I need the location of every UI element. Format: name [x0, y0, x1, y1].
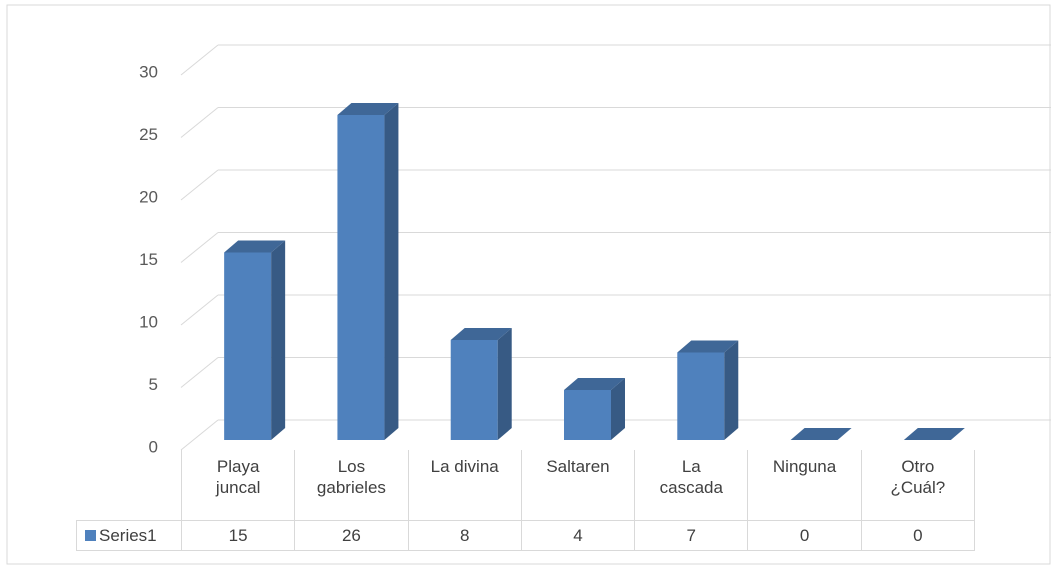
bar-front	[337, 115, 385, 440]
grid-line	[180, 107, 219, 138]
data-table-value: 0	[747, 520, 862, 551]
bar-top	[564, 378, 625, 390]
y-tick-label: 25	[139, 125, 158, 144]
legend-swatch	[85, 530, 96, 541]
bar-top	[337, 103, 399, 115]
legend-entry: Series1	[76, 520, 182, 551]
x-tick-label: La divina	[407, 450, 522, 521]
data-table-value: 26	[294, 520, 409, 551]
x-tick-label: Los gabrieles	[294, 450, 409, 521]
y-tick-label: 20	[139, 187, 158, 206]
grid-line	[180, 419, 219, 451]
bar	[564, 378, 625, 440]
data-table-value: 4	[520, 520, 636, 551]
x-tick-label: Playa juncal	[181, 450, 296, 521]
bar	[337, 103, 399, 440]
grid-line	[180, 44, 219, 76]
bar	[903, 428, 965, 440]
bar-front	[450, 340, 498, 440]
legend-label: Series1	[99, 526, 157, 545]
y-tick-label: 0	[149, 437, 158, 456]
data-table-value: 7	[634, 520, 749, 551]
y-tick-label: 5	[149, 375, 158, 394]
grid-line	[180, 232, 219, 263]
bar-top	[450, 328, 512, 340]
bar-front	[564, 390, 611, 440]
bar-top	[790, 428, 852, 440]
y-tick-label: 15	[139, 250, 158, 269]
grid-line	[180, 294, 219, 326]
y-tick-label: 30	[139, 62, 158, 81]
bar	[677, 340, 739, 440]
x-tick-label: Ninguna	[747, 450, 862, 521]
grid-line	[180, 169, 219, 201]
y-tick-label: 10	[139, 312, 158, 331]
bar	[224, 240, 286, 440]
bar-top	[677, 340, 739, 353]
bar-front	[224, 252, 272, 440]
data-table-value: 15	[181, 520, 296, 551]
bar-front	[677, 352, 725, 440]
x-tick-label: Otro ¿Cuál?	[860, 450, 975, 521]
bar-side	[384, 103, 399, 440]
bar-side	[724, 340, 739, 440]
bar	[450, 328, 512, 440]
bar-top	[224, 240, 286, 253]
bar-side	[271, 240, 286, 440]
grid-line	[180, 357, 219, 388]
x-tick-label: La cascada	[634, 450, 749, 521]
x-tick-label: Saltaren	[520, 450, 636, 521]
bar-side	[497, 328, 512, 440]
chart-border	[6, 4, 1051, 565]
data-table-value: 0	[860, 520, 975, 551]
bar-top	[903, 428, 965, 440]
bar-side	[611, 378, 625, 440]
bar	[790, 428, 852, 440]
data-table-value: 8	[407, 520, 522, 551]
